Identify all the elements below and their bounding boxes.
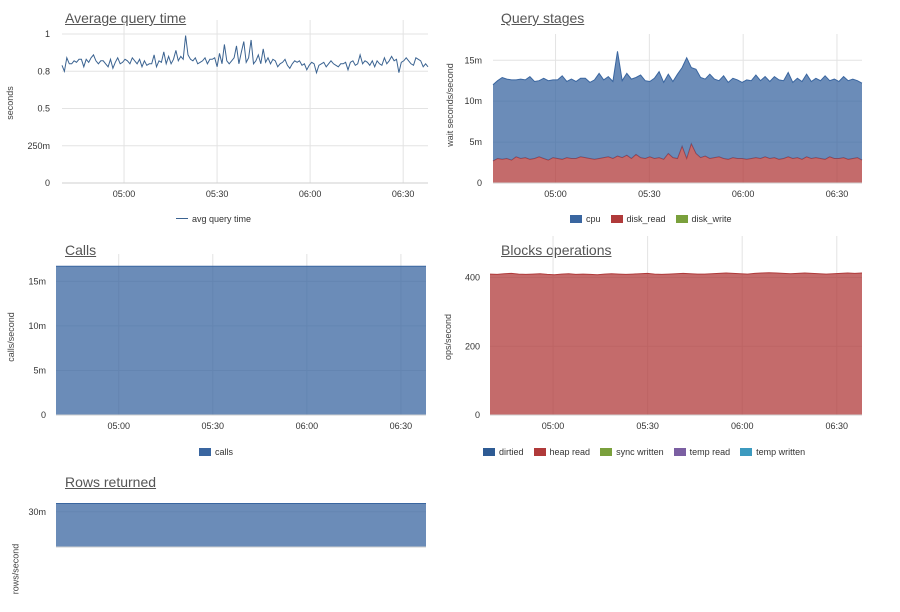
chart-query-stages: 05:00 05:30 06:00 06:30 0 5m 10m 15m <box>464 34 863 199</box>
legend-swatch <box>675 215 688 223</box>
y-tick-label: 15m <box>464 55 482 65</box>
y-tick-label: 1 <box>45 29 50 39</box>
chart-calls: 05:00 05:30 06:00 06:30 0 5m 10m 15m <box>28 254 426 431</box>
legend-swatch <box>570 215 582 223</box>
panel-rows-returned: Rows returned rows/second 30m <box>0 464 450 612</box>
chart-title[interactable]: Average query time <box>65 10 187 26</box>
legend-item-calls[interactable]: calls <box>199 447 233 457</box>
x-tick-label: 06:00 <box>731 421 754 431</box>
x-tick-label: 06:00 <box>296 421 319 431</box>
series-line-heap-read <box>489 272 863 276</box>
legend-item-heap-read[interactable]: heap read <box>533 447 591 457</box>
x-tick-label: 05:30 <box>636 421 659 431</box>
y-tick-label: 0.8 <box>37 66 50 76</box>
legend-label: temp written <box>756 447 806 457</box>
legend-swatch <box>176 217 188 219</box>
x-tick-label: 06:00 <box>732 189 755 199</box>
x-tick-label: 05:00 <box>107 421 130 431</box>
series-line-cpu <box>492 51 863 86</box>
legend-label: dirtied <box>499 447 524 457</box>
legend-label: temp read <box>689 447 731 457</box>
x-tick-label: 06:30 <box>392 189 415 199</box>
y-tick-label: 250m <box>27 141 50 151</box>
legend-label: avg query time <box>192 214 252 224</box>
panel-blocks-operations: Blocks operations ops/second 05:00 05:30 0… <box>443 232 900 464</box>
legend-label: disk_write <box>691 214 732 224</box>
x-tick-label: 05:30 <box>638 189 661 199</box>
legend-item-avg-query-time[interactable]: avg query time <box>176 214 251 224</box>
legend-swatch <box>483 448 495 456</box>
y-tick-label: 30m <box>28 507 46 517</box>
legend: avg query time <box>176 214 251 224</box>
legend-item-disk-write[interactable]: disk_write <box>675 214 732 224</box>
y-tick-label: 0 <box>475 410 480 420</box>
series-area-cpu <box>493 51 862 161</box>
x-tick-label: 06:30 <box>390 421 413 431</box>
legend-swatch <box>673 448 686 456</box>
legend-swatch <box>610 215 623 223</box>
y-tick-label: 0 <box>45 178 50 188</box>
legend-label: heap read <box>549 447 591 457</box>
legend-item-cpu[interactable]: cpu <box>570 214 601 224</box>
legend-item-dirtied[interactable]: dirtied <box>483 447 524 457</box>
legend-swatch <box>740 448 753 456</box>
x-tick-label: 06:00 <box>299 189 322 199</box>
panel-calls: Calls calls/second 05:00 05:30 06:00 06:30 0… <box>0 232 450 464</box>
x-tick-label: 06:30 <box>826 189 849 199</box>
series-area-calls <box>56 266 426 415</box>
legend: calls <box>199 447 233 457</box>
y-tick-label: 10m <box>464 96 482 106</box>
x-tick-label: 05:30 <box>206 189 229 199</box>
legend-label: calls <box>215 447 234 457</box>
series-area-heap-read <box>490 272 862 415</box>
y-tick-label: 400 <box>465 273 480 283</box>
legend-item-disk-read[interactable]: disk_read <box>610 214 666 224</box>
y-tick-label: 200 <box>465 341 480 351</box>
series-area-rows <box>56 503 426 547</box>
x-tick-label: 05:00 <box>544 189 567 199</box>
chart-avg-query-time: 05:00 05:30 06:00 06:30 0 250m 0.5 0.8 1 <box>27 20 429 199</box>
panel-query-stages: Query stages wait seconds/second 05:00 05… <box>445 0 900 232</box>
chart-blocks-operations: 05:00 05:30 06:00 06:30 0 200 400 <box>465 236 863 431</box>
chart-title[interactable]: Calls <box>65 242 97 258</box>
y-tick-label: 15m <box>28 276 46 286</box>
panel-avg-query-time: Average query time seconds 05:00 05:30 06:… <box>0 0 450 232</box>
y-tick-label: 0 <box>477 178 482 188</box>
legend-label: sync written <box>616 447 664 457</box>
x-tick-label: 05:30 <box>202 421 225 431</box>
legend-item-temp-read[interactable]: temp read <box>673 447 731 457</box>
x-tick-label: 05:00 <box>542 421 565 431</box>
chart-title[interactable]: Query stages <box>501 10 585 26</box>
y-tick-label: 0 <box>41 410 46 420</box>
legend: cpu disk_read disk_write <box>570 214 732 224</box>
chart-rows-returned: 30m <box>28 503 426 548</box>
y-tick-label: 0.5 <box>37 104 50 114</box>
legend-label: disk_read <box>626 214 666 224</box>
x-tick-label: 06:30 <box>826 421 849 431</box>
series-line-avg-query-time <box>61 35 429 75</box>
y-tick-label: 10m <box>28 321 46 331</box>
y-tick-label: 5m <box>469 137 482 147</box>
legend-item-temp-written[interactable]: temp written <box>740 447 805 457</box>
legend-swatch <box>600 448 613 456</box>
legend-label: cpu <box>586 214 601 224</box>
chart-title[interactable]: Rows returned <box>65 474 157 490</box>
legend-swatch <box>199 448 211 456</box>
chart-title[interactable]: Blocks operations <box>501 242 612 258</box>
x-tick-label: 05:00 <box>113 189 136 199</box>
legend-item-sync-written[interactable]: sync written <box>600 447 664 457</box>
y-tick-label: 5m <box>33 365 46 375</box>
legend: dirtied heap read sync written temp read tem… <box>483 447 805 457</box>
series-area-disk-read <box>493 143 862 183</box>
legend-swatch <box>533 448 546 456</box>
